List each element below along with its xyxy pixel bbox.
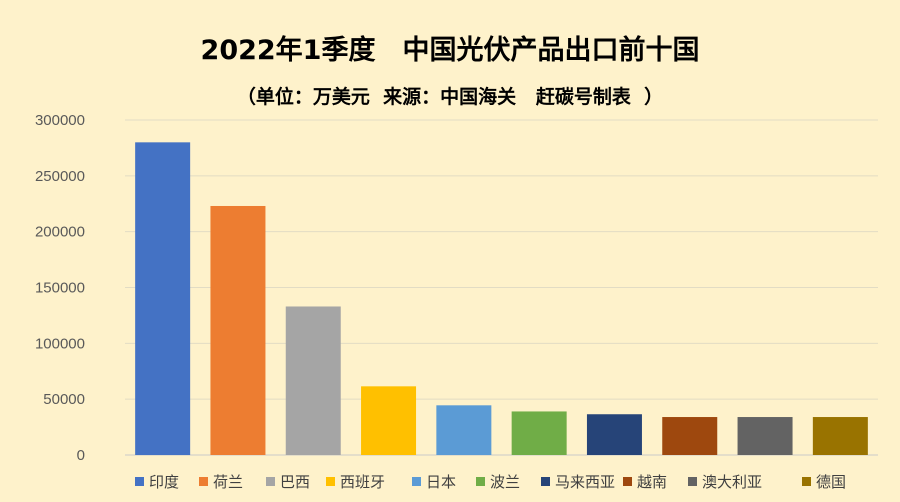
- legend-item: 巴西: [266, 473, 310, 491]
- bar-3: [285, 306, 341, 455]
- chart-title: 2022年1季度 中国光伏产品出口前十国: [200, 35, 700, 66]
- legend-swatch: [266, 477, 275, 486]
- legend-item: 马来西亚: [541, 473, 615, 491]
- legend-item: 德国: [802, 473, 846, 491]
- legend: 印度 荷兰 巴西 西班牙 日本 波兰 马来西亚 越南 澳大利亚 德国: [135, 473, 846, 491]
- y-tick-label: 0: [77, 447, 85, 464]
- y-axis-ticks: 0 50000 100000 150000 200000 250000 300000: [35, 112, 85, 464]
- legend-swatch: [412, 477, 421, 486]
- legend-label: 巴西: [280, 473, 310, 491]
- legend-swatch: [199, 477, 208, 486]
- legend-swatch: [623, 477, 632, 486]
- bar-8: [662, 417, 718, 455]
- y-tick-label: 250000: [35, 168, 85, 185]
- bar-2: [210, 205, 266, 455]
- legend-item: 波兰: [476, 473, 520, 491]
- bar-1: [135, 142, 191, 456]
- legend-item: 荷兰: [199, 473, 243, 491]
- legend-item: 印度: [135, 473, 179, 491]
- legend-swatch: [688, 477, 697, 486]
- y-tick-label: 150000: [35, 280, 85, 297]
- bar-4: [361, 386, 417, 455]
- chart-subtitle: （单位：万美元 来源：中国海关 赶碳号制表 ）: [236, 86, 664, 108]
- legend-item: 越南: [623, 473, 667, 491]
- legend-item: 西班牙: [326, 473, 385, 491]
- bar-9: [737, 417, 793, 455]
- legend-item: 澳大利亚: [688, 473, 762, 491]
- legend-label: 越南: [637, 473, 667, 491]
- legend-label: 印度: [149, 473, 179, 491]
- legend-swatch: [476, 477, 485, 486]
- bars: [135, 142, 868, 456]
- y-tick-label: 50000: [43, 391, 85, 408]
- bar-7: [586, 414, 642, 455]
- bar-6: [511, 411, 567, 455]
- legend-label: 德国: [816, 473, 846, 491]
- bar-10: [812, 417, 868, 455]
- legend-label: 日本: [426, 473, 456, 491]
- legend-label: 荷兰: [213, 473, 243, 491]
- legend-swatch: [802, 477, 811, 486]
- legend-swatch: [541, 477, 550, 486]
- legend-swatch: [326, 477, 335, 486]
- legend-item: 日本: [412, 473, 456, 491]
- legend-label: 西班牙: [340, 473, 385, 491]
- legend-label: 波兰: [490, 473, 520, 491]
- y-tick-label: 200000: [35, 224, 85, 241]
- y-tick-label: 100000: [35, 335, 85, 352]
- bar-5: [436, 405, 492, 455]
- legend-swatch: [135, 477, 144, 486]
- legend-label: 马来西亚: [555, 473, 615, 491]
- y-tick-label: 300000: [35, 112, 85, 129]
- legend-label: 澳大利亚: [702, 473, 762, 491]
